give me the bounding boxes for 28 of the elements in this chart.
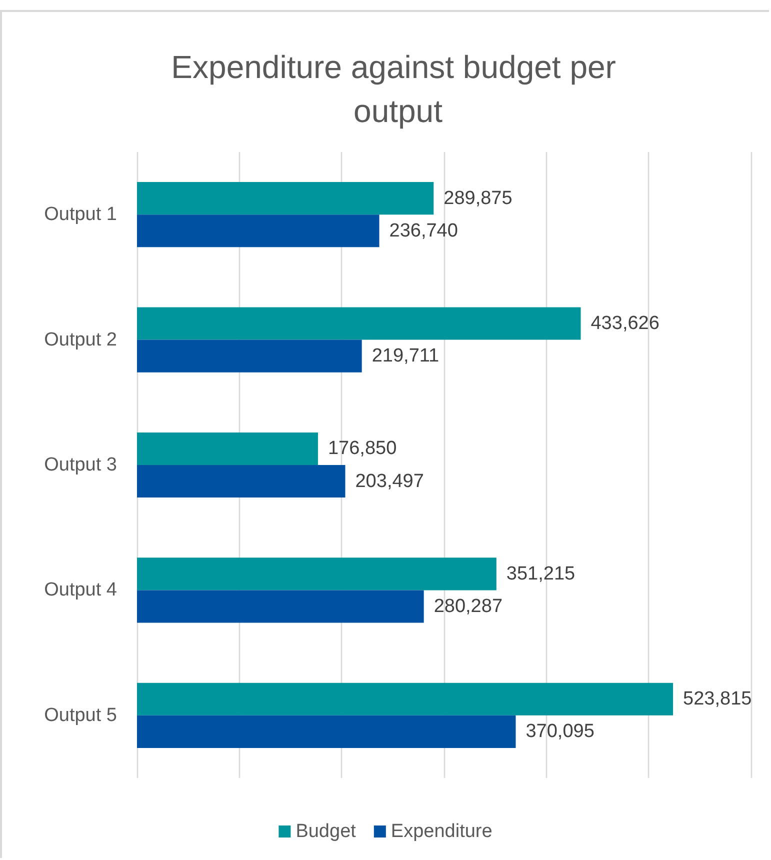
legend-label: Budget — [296, 821, 357, 842]
bar — [137, 465, 346, 498]
y-tick-label: Output 1 — [44, 204, 117, 226]
data-label: 219,711 — [372, 346, 440, 367]
data-label: 203,497 — [355, 470, 424, 492]
data-label: 289,875 — [444, 188, 512, 209]
data-label: 236,740 — [389, 220, 458, 242]
bar — [137, 214, 380, 248]
bar — [137, 182, 434, 215]
y-tick-label: Output 4 — [44, 580, 118, 601]
data-label: 433,626 — [590, 313, 660, 334]
bar — [137, 715, 516, 748]
data-label: 523,815 — [683, 688, 752, 710]
y-tick-label: Output 3 — [44, 454, 117, 476]
chart-title: Expenditure against budget per output — [171, 49, 625, 129]
bar — [137, 432, 318, 465]
data-label: 280,287 — [434, 596, 503, 617]
data-label: 351,215 — [506, 563, 576, 584]
y-tick-label: Output 2 — [44, 329, 117, 350]
legend-label: Expenditure — [390, 821, 492, 842]
bar — [137, 340, 362, 372]
data-label: 370,095 — [526, 721, 594, 742]
bar — [137, 558, 496, 590]
data-label: 176,850 — [328, 438, 397, 460]
bar — [137, 682, 674, 716]
bar — [137, 307, 581, 340]
bar — [137, 590, 424, 623]
y-tick-label: Output 5 — [44, 704, 117, 726]
